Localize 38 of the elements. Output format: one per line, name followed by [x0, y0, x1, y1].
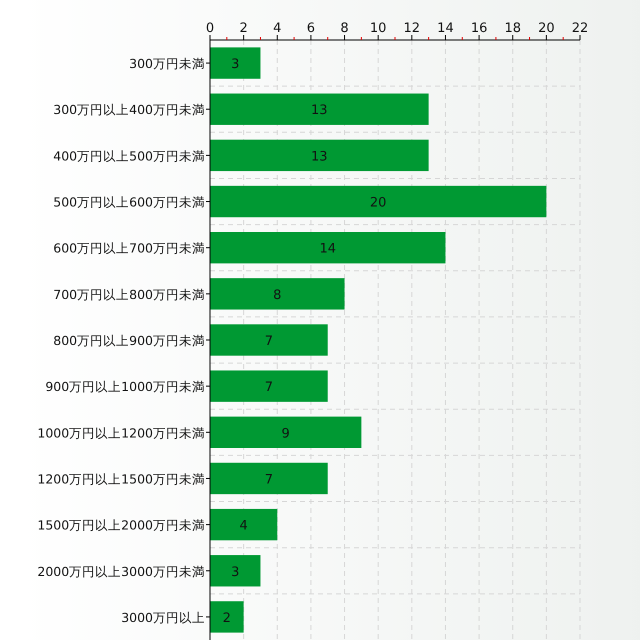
- data-label: 9: [282, 426, 290, 442]
- y-tick-label: 400万円以上500万円未満: [53, 148, 205, 164]
- data-label: 13: [311, 103, 328, 118]
- x-tick-label: 4: [273, 21, 282, 36]
- data-label: 20: [370, 196, 386, 211]
- x-tick-label: 8: [340, 21, 349, 36]
- data-label: 7: [264, 472, 274, 488]
- y-tick-label: 2000万円以上3000万円未満: [37, 564, 205, 579]
- y-tick-label: 1000万円以上1200万円未満: [37, 425, 205, 440]
- y-tick-label: 300万円未満: [129, 56, 205, 72]
- x-tick-label: 12: [404, 21, 420, 36]
- y-tick-label: 600万円以上700万円未満: [53, 240, 205, 256]
- y-tick-label: 800万円以上900万円未満: [53, 333, 205, 348]
- data-label: 14: [319, 242, 336, 257]
- x-tick-label: 18: [504, 21, 521, 36]
- x-tick-label: 20: [538, 21, 555, 36]
- data-label: 3: [231, 57, 240, 72]
- data-label: 4: [239, 518, 248, 534]
- data-label: 8: [273, 288, 282, 303]
- x-tick-label: 2: [239, 21, 248, 36]
- y-tick-label: 1500万円以上2000万円未満: [37, 518, 205, 533]
- x-tick-label: 22: [572, 21, 588, 36]
- y-tick-label: 700万円以上800万円未満: [53, 286, 205, 302]
- data-label: 13: [311, 149, 328, 164]
- data-label: 7: [264, 334, 274, 349]
- data-label: 3: [231, 564, 240, 580]
- x-tick-label: 0: [206, 21, 214, 36]
- y-tick-label: 3000万円以上: [121, 610, 205, 625]
- data-label: 2: [222, 610, 231, 626]
- y-tick-label: 500万円以上600万円未満: [53, 194, 205, 210]
- y-tick-label: 900万円以上1000万円未満: [45, 379, 205, 394]
- y-tick-label: 300万円以上400万円未満: [53, 102, 205, 118]
- x-tick-label: 10: [370, 21, 386, 36]
- x-tick-label: 6: [306, 21, 316, 36]
- y-tick-label: 1200万円以上1500万円未満: [37, 471, 205, 486]
- x-tick-label: 14: [437, 21, 454, 36]
- x-tick-label: 16: [470, 21, 488, 36]
- data-label: 7: [264, 380, 274, 396]
